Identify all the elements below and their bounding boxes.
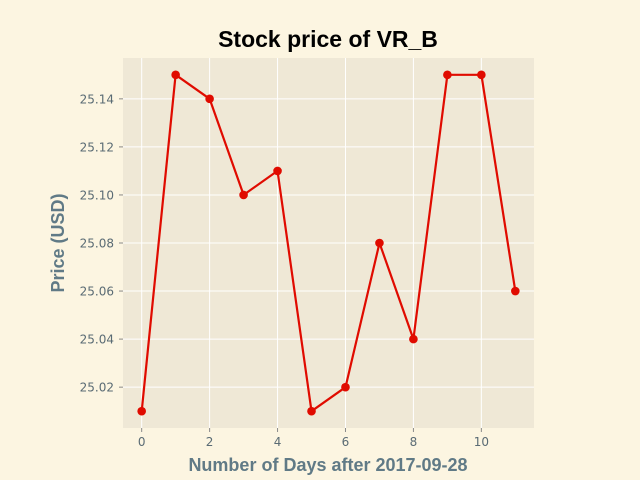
series-markers [137,70,520,416]
chart-title: Stock price of VR_B [218,26,438,52]
data-point-marker [171,70,180,80]
y-axis-label: Price (USD) [48,193,68,292]
x-tick-label: 2 [206,435,214,449]
data-point-marker [273,166,282,176]
data-point-marker [443,70,452,80]
x-tick-label: 0 [138,435,146,449]
data-point-marker [341,382,350,392]
data-point-marker [205,94,214,104]
data-point-marker [477,70,486,80]
y-tick-label: 25.08 [80,237,114,251]
data-point-marker [239,190,248,200]
series-line [140,73,517,413]
data-point-marker [137,406,146,416]
y-tick-label: 25.06 [80,285,114,299]
y-tick-label: 25.02 [80,381,114,395]
data-point-marker [511,286,520,296]
y-tick-label: 25.10 [80,188,114,202]
data-point-marker [307,406,316,416]
y-tick-label: 25.04 [80,333,114,347]
data-point-marker [375,238,384,248]
x-tick-label: 10 [474,435,489,449]
grid-lines [123,58,534,428]
x-tick-label: 4 [274,435,282,449]
x-tick-label: 8 [410,435,418,449]
data-point-marker [409,334,418,344]
y-tick-label: 25.12 [80,140,114,154]
x-axis-label: Number of Days after 2017-09-28 [188,455,467,475]
x-tick-label: 6 [342,435,350,449]
axis-ticks: 0 2 4 6 8 10 25.02 25.04 25.06 25.08 25.10 25.12 25.… [80,92,489,449]
y-tick-label: 25.14 [80,92,114,106]
